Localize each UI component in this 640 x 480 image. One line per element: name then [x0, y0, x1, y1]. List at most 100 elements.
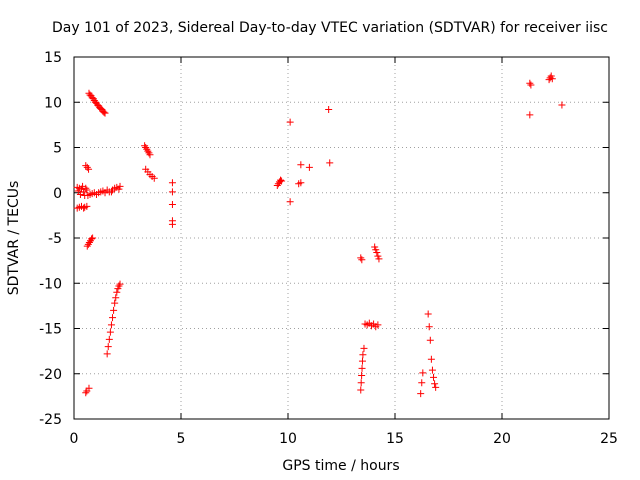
data-point	[105, 335, 113, 343]
data-point	[326, 159, 334, 167]
data-point	[113, 288, 121, 296]
data-point	[297, 179, 305, 187]
data-point	[375, 255, 383, 263]
data-point	[424, 310, 432, 318]
data-point	[116, 182, 124, 190]
data-point	[112, 294, 120, 302]
data-point	[360, 344, 368, 352]
x-tick-label: 25	[600, 431, 618, 447]
data-point	[277, 176, 285, 184]
data-point	[358, 364, 366, 372]
data-point	[85, 384, 93, 392]
data-point	[83, 163, 91, 171]
data-point	[83, 202, 91, 210]
data-points	[73, 72, 566, 398]
data-point	[526, 79, 534, 87]
y-tick-label: 15	[44, 50, 62, 66]
data-point	[418, 379, 426, 387]
x-tick-label: 20	[493, 431, 511, 447]
data-point	[297, 161, 305, 169]
data-point	[168, 201, 176, 209]
y-tick-label: 5	[53, 141, 62, 157]
data-point	[357, 254, 365, 262]
data-point	[141, 142, 149, 150]
data-point	[146, 151, 154, 159]
data-point	[80, 188, 88, 196]
data-point	[103, 350, 111, 358]
data-point	[286, 198, 294, 206]
data-point	[286, 118, 294, 126]
data-point	[142, 144, 150, 151]
x-tick-label: 10	[279, 431, 297, 447]
data-point	[374, 321, 382, 329]
data-point	[89, 234, 97, 242]
data-point	[545, 76, 553, 84]
data-point	[428, 366, 436, 374]
x-tick-label: 0	[70, 431, 79, 447]
data-point	[419, 369, 427, 377]
data-point	[526, 111, 534, 119]
data-point	[83, 242, 91, 250]
x-axis-title: GPS time / hours	[282, 458, 399, 474]
data-point	[278, 177, 286, 185]
data-point	[101, 109, 109, 117]
data-point	[359, 351, 367, 359]
data-point	[107, 321, 115, 329]
data-point	[89, 95, 97, 103]
data-point	[426, 336, 434, 344]
y-tick-label: 10	[44, 95, 62, 111]
y-tick-label: -5	[48, 231, 62, 247]
y-tick-label: -25	[39, 412, 62, 428]
data-point	[82, 162, 90, 170]
data-point	[104, 343, 112, 351]
data-point	[273, 182, 281, 190]
data-point	[100, 108, 108, 116]
data-point	[111, 299, 119, 307]
data-point	[373, 248, 381, 256]
data-point	[417, 390, 425, 398]
data-point	[107, 188, 115, 196]
y-tick-label: -20	[39, 367, 62, 383]
data-point	[80, 204, 88, 212]
data-point	[325, 105, 333, 113]
data-point	[116, 280, 124, 288]
data-point	[425, 323, 433, 331]
data-point	[143, 145, 151, 153]
data-point	[85, 239, 93, 247]
y-tick-label: -15	[39, 322, 62, 338]
x-tick-labels: 0 5 10 15 20 25	[70, 431, 618, 447]
data-point	[145, 149, 153, 157]
data-point	[79, 182, 87, 190]
data-point	[84, 240, 92, 248]
data-point	[168, 179, 176, 187]
y-tick-label: 0	[53, 186, 62, 202]
data-point	[430, 373, 438, 381]
data-point	[431, 380, 439, 388]
y-tick-label: -10	[39, 276, 62, 292]
x-tick-label: 5	[177, 431, 186, 447]
data-point	[357, 379, 365, 387]
data-point	[115, 282, 123, 290]
data-point	[150, 174, 158, 182]
data-point	[168, 220, 176, 228]
data-point	[358, 372, 366, 380]
axis-ticks	[73, 56, 610, 420]
data-point	[83, 186, 91, 194]
data-point	[110, 306, 118, 314]
x-tick-label: 15	[386, 431, 404, 447]
data-point	[427, 355, 435, 363]
data-point	[106, 328, 114, 336]
y-axis-title: SDTVAR / TECUs	[6, 181, 22, 296]
chart-title: Day 101 of 2023, Sidereal Day-to-day VTE…	[52, 20, 608, 36]
grid	[74, 57, 609, 419]
data-point	[357, 386, 365, 394]
y-tick-labels: -25 -20 -15 -10 -5 0 5 10 15	[39, 50, 62, 428]
data-point	[82, 184, 90, 192]
data-point	[88, 235, 96, 243]
data-point	[109, 314, 117, 322]
data-point	[305, 163, 313, 171]
data-point	[358, 256, 366, 264]
data-point	[168, 188, 176, 196]
data-point	[358, 357, 366, 365]
